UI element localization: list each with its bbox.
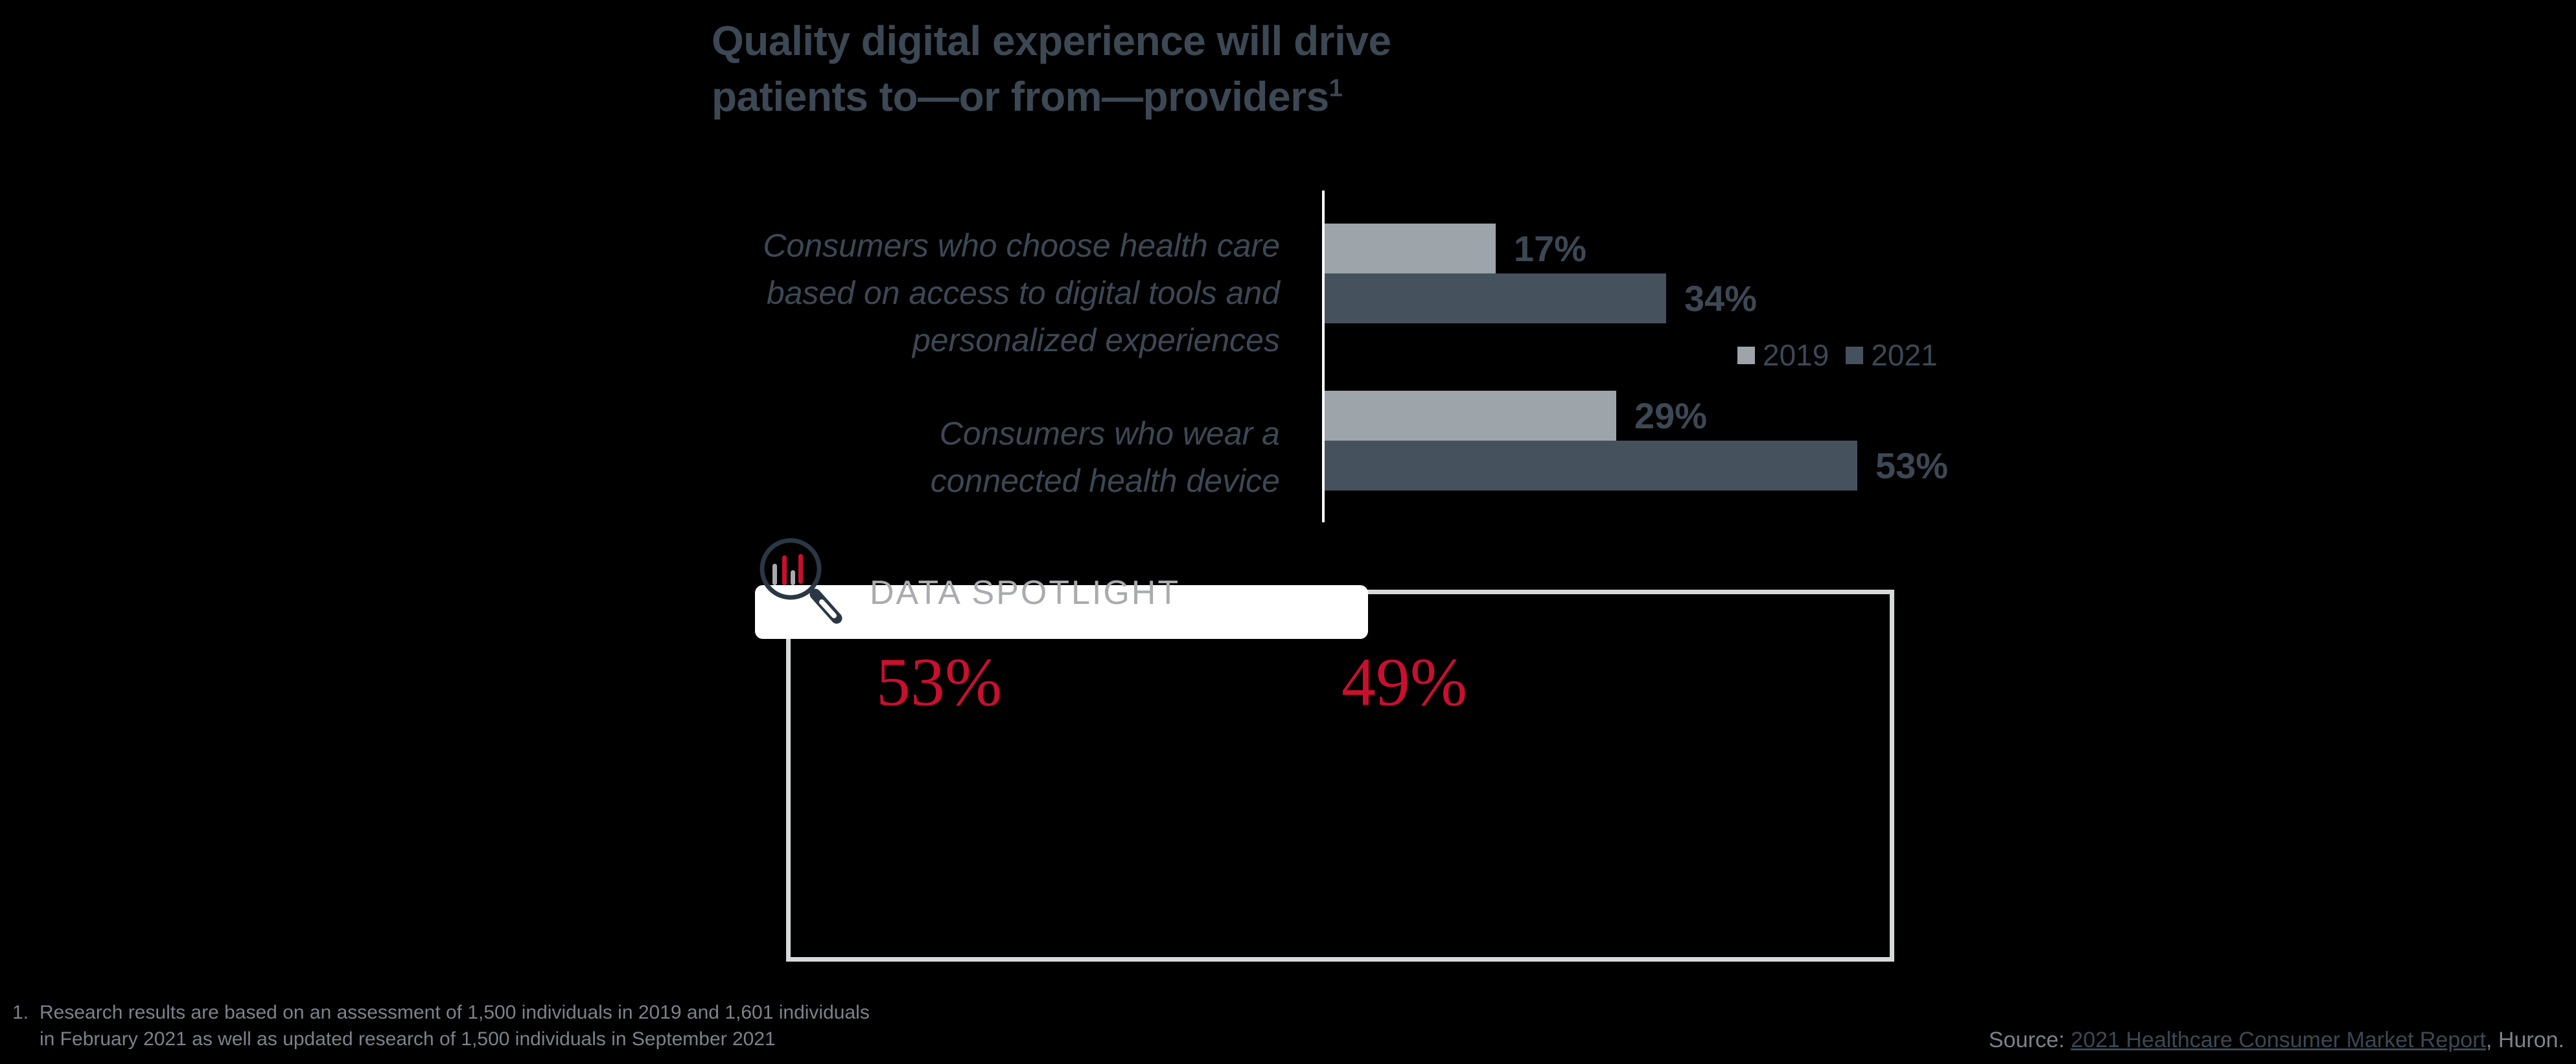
bar-value-category2-2021: 53% — [1875, 445, 1949, 486]
legend-label-2019: 2019 — [1763, 338, 1829, 372]
legend-item-2019: 2019 — [1737, 338, 1829, 373]
source-prefix: Source: — [1988, 1028, 2071, 1052]
category-2-line-2: connected health device — [930, 463, 1280, 499]
page-title: Quality digital experience will drive pa… — [712, 13, 1391, 124]
bar-value-category1-2019: 17% — [1514, 228, 1587, 269]
bar-category1-2019 — [1325, 224, 1496, 273]
magnifier-bar-chart-icon — [760, 538, 842, 624]
category-2-line-1: Consumers who wear a — [939, 415, 1280, 452]
bar-category2-2021 — [1325, 441, 1857, 491]
footnote-marker: 1. — [12, 1002, 29, 1023]
legend-swatch-2019 — [1737, 346, 1755, 364]
footnote: 1. Research results are based on an asse… — [12, 999, 870, 1052]
footnote-text: Research results are based on an assessm… — [40, 999, 870, 1052]
source-link[interactable]: 2021 Healthcare Consumer Market Report — [2071, 1028, 2487, 1052]
title-line-1: Quality digital experience will drive — [712, 17, 1391, 64]
title-footnote-marker: 1 — [1329, 75, 1343, 102]
footnote-line-1: Research results are based on an assessm… — [40, 1002, 870, 1023]
bar-value-category1-2021: 34% — [1684, 278, 1758, 319]
category-1-line-2: based on access to digital tools and — [766, 275, 1280, 311]
category-label-digital-tools: Consumers who choose health care based o… — [700, 222, 1280, 364]
bar-row-category1-2021: 34% — [1325, 273, 1757, 323]
chart-legend: 2019 2021 — [1737, 338, 1938, 372]
category-1-line-1: Consumers who choose health care — [763, 227, 1280, 264]
bar-value-category2-2019: 29% — [1634, 395, 1708, 436]
source-line: Source: 2021 Healthcare Consumer Market … — [1989, 1026, 2564, 1054]
legend-label-2021: 2021 — [1871, 338, 1938, 372]
legend-item-2021: 2021 — [1846, 338, 1938, 373]
bar-row-category2-2021: 53% — [1325, 441, 1948, 491]
spotlight-stat-2: 49% — [1341, 644, 1468, 720]
title-line-2-text: patients to—or from—providers — [712, 73, 1329, 120]
category-1-line-3: personalized experiences — [912, 322, 1280, 358]
source-suffix: , Huron. — [2486, 1028, 2564, 1052]
title-line-2: patients to—or from—providers1 — [712, 69, 1391, 124]
footnote-line-2: in February 2021 as well as updated rese… — [40, 1028, 776, 1050]
category-label-connected-device: Consumers who wear a connected health de… — [700, 410, 1280, 505]
bar-row-category1-2019: 17% — [1325, 224, 1586, 273]
bar-row-category2-2019: 29% — [1325, 391, 1707, 441]
data-spotlight-header: DATA SPOTLIGHT — [870, 574, 1181, 612]
bar-category2-2019 — [1325, 391, 1616, 441]
chart-axis-line — [1322, 191, 1325, 522]
data-spotlight-banner — [755, 585, 1368, 639]
bar-category1-2021 — [1325, 273, 1666, 323]
legend-swatch-2021 — [1846, 346, 1864, 364]
spotlight-stat-1: 53% — [876, 644, 1003, 720]
